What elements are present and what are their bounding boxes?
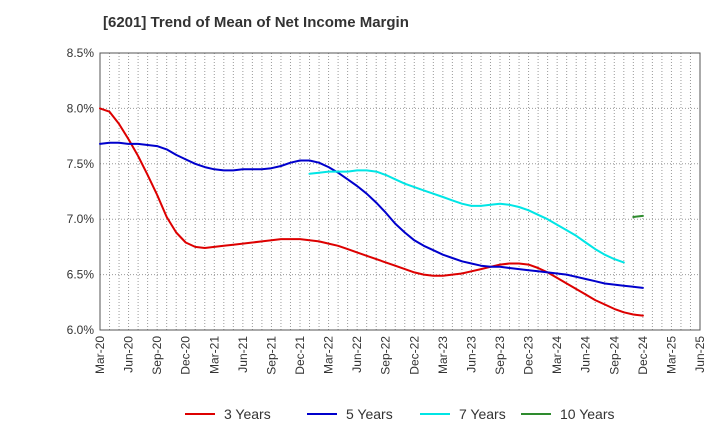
x-tick-label: Jun-22 <box>350 336 364 373</box>
x-tick-label: Sep-20 <box>150 336 164 375</box>
y-tick-label: 8.0% <box>67 101 95 115</box>
y-tick-label: 8.5% <box>67 46 95 60</box>
x-tick-label: Dec-23 <box>522 336 536 375</box>
legend-label: 7 Years <box>459 406 506 422</box>
x-tick-label: Dec-21 <box>293 336 307 375</box>
plot-background <box>100 53 700 330</box>
plot-frame <box>99 52 701 331</box>
y-tick-label: 6.5% <box>67 268 95 282</box>
x-tick-label: Mar-24 <box>550 336 564 374</box>
legend-label: 3 Years <box>224 406 271 422</box>
x-tick-label: Jun-23 <box>464 336 478 373</box>
y-tick-label: 6.0% <box>67 323 95 337</box>
x-tick-label: Mar-25 <box>664 336 678 374</box>
x-tick-label: Dec-24 <box>636 336 650 375</box>
series-line-7-years <box>308 169 625 264</box>
x-tick-label: Jun-25 <box>693 336 707 373</box>
x-tick-label: Dec-22 <box>407 336 421 375</box>
y-tick-label: 7.0% <box>67 212 95 226</box>
series-line-3-years <box>99 107 644 317</box>
x-tick-label: Jun-20 <box>122 336 136 373</box>
x-tick-label: Jun-24 <box>579 336 593 373</box>
legend-label: 5 Years <box>346 406 393 422</box>
x-tick-label: Sep-22 <box>379 336 393 375</box>
x-tick-label: Mar-21 <box>207 336 221 374</box>
y-tick-label: 7.5% <box>67 157 95 171</box>
x-tick-label: Mar-20 <box>93 336 107 374</box>
x-tick-label: Mar-23 <box>436 336 450 374</box>
series-line-10-years <box>632 214 644 218</box>
x-tick-label: Sep-21 <box>264 336 278 375</box>
x-tick-label: Mar-22 <box>322 336 336 374</box>
legend-label: 10 Years <box>560 406 615 422</box>
x-tick-label: Sep-24 <box>607 336 621 375</box>
chart-title: [6201] Trend of Mean of Net Income Margi… <box>103 14 409 31</box>
series-line-5-years <box>99 141 644 289</box>
x-tick-label: Dec-20 <box>179 336 193 375</box>
x-tick-label: Sep-23 <box>493 336 507 375</box>
x-tick-label: Jun-21 <box>236 336 250 373</box>
